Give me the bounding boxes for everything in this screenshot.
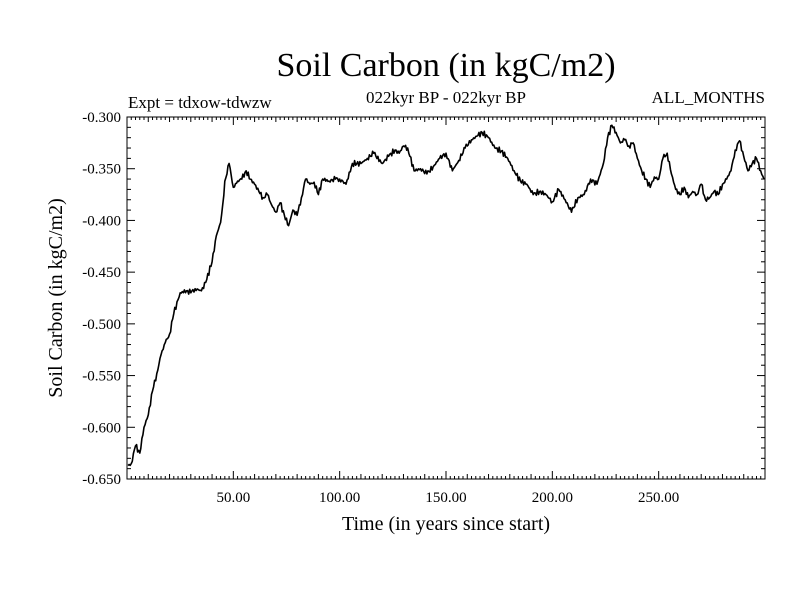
x-tick-label: 250.00 (638, 490, 679, 506)
plot-frame (126, 116, 766, 480)
y-tick-label: -0.450 (82, 265, 121, 281)
x-tick-label: 100.00 (319, 490, 360, 506)
y-tick-label: -0.350 (82, 162, 121, 178)
x-axis-label: Time (in years since start) (342, 513, 550, 535)
y-tick-label: -0.400 (82, 213, 121, 229)
y-tick-label: -0.500 (82, 317, 121, 333)
x-tick-label: 200.00 (532, 490, 573, 506)
chart-title: Soil Carbon (in kgC/m2) (276, 47, 615, 84)
y-tick-label: -0.550 (82, 369, 121, 385)
tick-marks (127, 117, 765, 479)
x-tick-label: 150.00 (425, 490, 466, 506)
y-axis-label: Soil Carbon (in kgC/m2) (45, 198, 67, 397)
y-tick-labels: -0.300 -0.350 -0.400 -0.450 -0.500 -0.550 -0.6… (82, 110, 121, 488)
experiment-label: Expt = tdxow-tdwzw (128, 93, 272, 112)
months-label: ALL_MONTHS (652, 88, 765, 107)
y-tick-label: -0.600 (82, 420, 121, 436)
series-line (127, 124, 765, 467)
x-tick-labels: 50.00 100.00 150.00 200.00 250.00 (216, 490, 679, 506)
chart-subtitle: 022kyr BP - 022kyr BP (366, 88, 526, 107)
x-tick-label: 50.00 (216, 490, 250, 506)
y-tick-label: -0.300 (82, 110, 121, 126)
y-tick-label: -0.650 (82, 472, 121, 488)
